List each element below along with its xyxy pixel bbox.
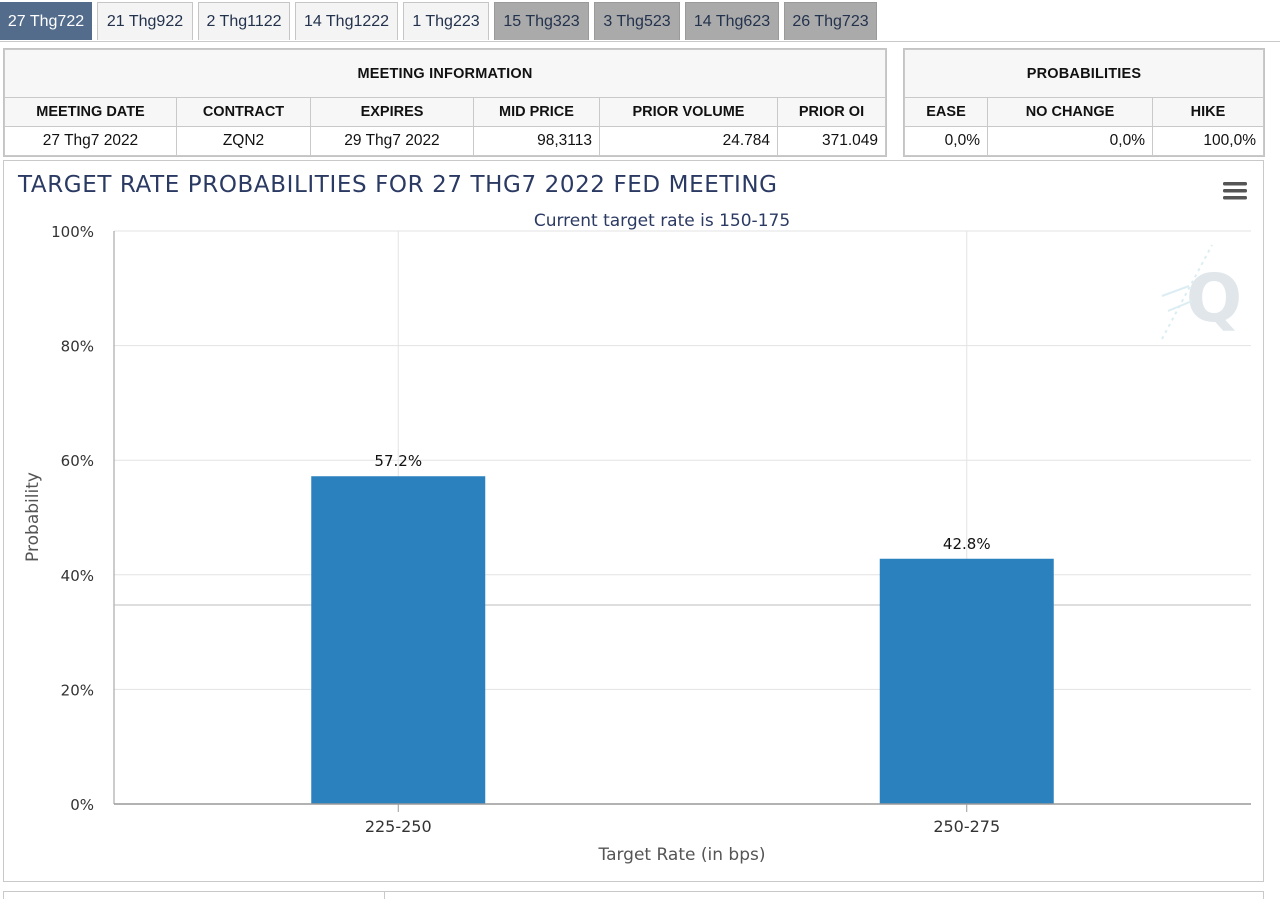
meeting-date-tabs: 27 Thg722 21 Thg922 2 Thg1122 14 Thg1222… <box>0 0 1280 42</box>
value-ease: 0,0% <box>904 126 988 156</box>
value-prior-volume: 24.784 <box>599 126 778 156</box>
header-contract: CONTRACT <box>176 97 311 127</box>
tab-1-thg223[interactable]: 1 Thg223 <box>403 2 489 40</box>
y-tick-label: 0% <box>70 796 94 814</box>
tab-21-thg922[interactable]: 21 Thg922 <box>97 2 193 40</box>
chart-menu-icon[interactable] <box>1220 177 1250 203</box>
watermark-logo-icon: Q <box>1161 244 1242 340</box>
tab-26-thg723[interactable]: 26 Thg723 <box>784 2 877 40</box>
bar-225-250[interactable] <box>311 476 486 804</box>
header-no-change: NO CHANGE <box>987 97 1153 127</box>
chart-subtitle: Current target rate is 150-175 <box>534 211 790 231</box>
value-contract: ZQN2 <box>176 126 311 156</box>
value-meeting-date: 27 Thg7 2022 <box>4 126 177 156</box>
svg-text:Q: Q <box>1186 260 1242 337</box>
y-tick-label: 80% <box>61 338 94 356</box>
chart-labels: 0% 20% 40% 60% 80% 100% 57.2% 225-250 42.8% 250-2… <box>51 223 1251 836</box>
target-rate-chart: TARGET RATE PROBABILITIES FOR 27 THG7 20… <box>17 172 1251 865</box>
header-meeting-date: MEETING DATE <box>4 97 177 127</box>
y-axis-title: Probability <box>23 472 43 562</box>
bar-250-275[interactable] <box>879 558 1054 804</box>
data-label: 42.8% <box>943 535 991 553</box>
header-hike: HIKE <box>1152 97 1264 127</box>
y-tick-label: 20% <box>61 681 94 699</box>
data-label: 57.2% <box>374 452 422 470</box>
chart-title: TARGET RATE PROBABILITIES FOR 27 THG7 20… <box>17 172 778 198</box>
header-mid-price: MID PRICE <box>473 97 600 127</box>
chart-bars <box>311 476 1054 804</box>
meeting-information-panel: MEETING INFORMATION MEETING DATE CONTRAC… <box>3 48 887 157</box>
header-prior-volume: PRIOR VOLUME <box>599 97 778 127</box>
probabilities-panel: PROBABILITIES EASE NO CHANGE HIKE 0,0% 0… <box>903 48 1265 157</box>
value-expires: 29 Thg7 2022 <box>310 126 474 156</box>
probabilities-title: PROBABILITIES <box>904 49 1264 98</box>
y-tick-label: 100% <box>51 223 94 241</box>
tab-14-thg1222[interactable]: 14 Thg1222 <box>295 2 398 40</box>
value-mid-price: 98,3113 <box>473 126 600 156</box>
chart-gridlines <box>113 230 1251 805</box>
header-prior-oi: PRIOR OI <box>777 97 886 127</box>
header-expires: EXPIRES <box>310 97 474 127</box>
bottom-panel-strip <box>3 891 1264 899</box>
tab-14-thg623[interactable]: 14 Thg623 <box>685 2 779 40</box>
value-prior-oi: 371.049 <box>777 126 886 156</box>
y-tick-label: 60% <box>61 452 94 470</box>
value-no-change: 0,0% <box>987 126 1153 156</box>
x-tick-label: 225-250 <box>365 817 432 836</box>
tab-27-thg722[interactable]: 27 Thg722 <box>0 2 92 40</box>
tab-15-thg323[interactable]: 15 Thg323 <box>494 2 589 40</box>
x-axis-title: Target Rate (in bps) <box>598 845 766 865</box>
y-tick-label: 40% <box>61 567 94 585</box>
target-rate-chart-container: TARGET RATE PROBABILITIES FOR 27 THG7 20… <box>3 160 1264 882</box>
meeting-information-title: MEETING INFORMATION <box>4 49 886 98</box>
x-tick-label: 250-275 <box>933 817 1000 836</box>
value-hike: 100,0% <box>1152 126 1264 156</box>
tab-2-thg1122[interactable]: 2 Thg1122 <box>198 2 290 40</box>
header-ease: EASE <box>904 97 988 127</box>
tab-3-thg523[interactable]: 3 Thg523 <box>594 2 680 40</box>
